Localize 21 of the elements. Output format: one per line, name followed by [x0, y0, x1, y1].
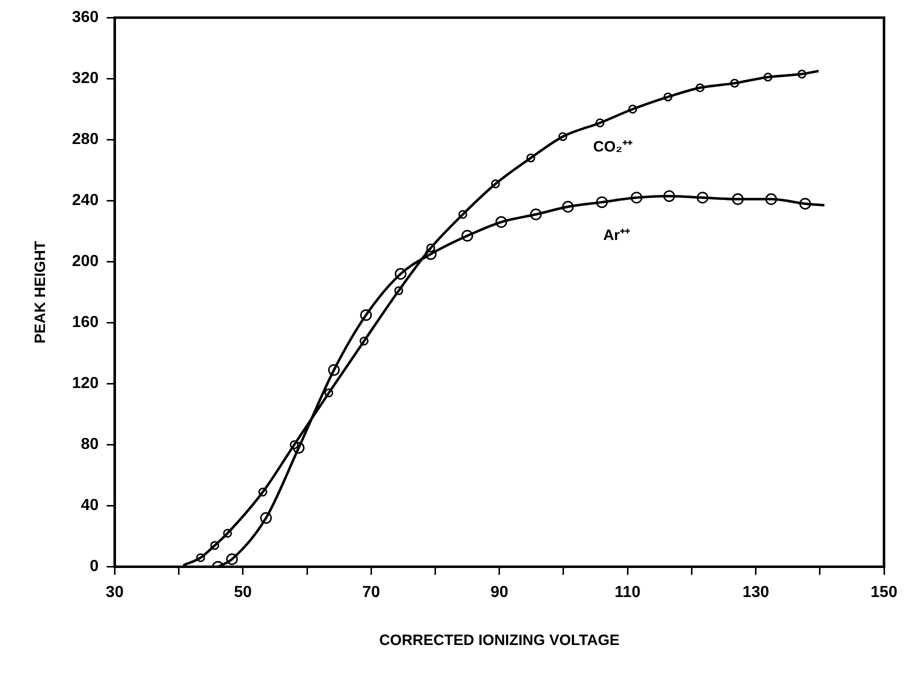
x-tick-label: 150: [870, 584, 898, 601]
y-tick-label: 120: [72, 375, 99, 392]
x-axis-title: CORRECTED IONIZING VOLTAGE: [379, 632, 620, 650]
x-tick-label: 110: [614, 584, 641, 601]
y-tick-label: 160: [72, 314, 99, 332]
y-tick-label: 280: [72, 131, 99, 148]
y-tick-label: 240: [72, 192, 99, 210]
y-tick-label: 40: [80, 497, 99, 514]
y-tick-label: 0: [90, 558, 99, 576]
y-tick-label: 320: [72, 70, 99, 88]
x-tick-label: 50: [234, 584, 252, 601]
y-axis-title: PEAK HEIGHT: [32, 240, 50, 344]
x-tick-label: 90: [490, 584, 508, 601]
series-label: Ar⁺⁺: [603, 226, 630, 244]
x-tick-label: 130: [742, 584, 770, 601]
series-label: CO₂⁺⁺: [593, 138, 632, 156]
y-tick-label: 80: [80, 436, 99, 454]
x-tick-label: 70: [362, 584, 380, 601]
y-tick-label: 360: [72, 9, 99, 26]
x-tick-label: 30: [106, 584, 124, 601]
y-tick-label: 200: [72, 253, 99, 270]
